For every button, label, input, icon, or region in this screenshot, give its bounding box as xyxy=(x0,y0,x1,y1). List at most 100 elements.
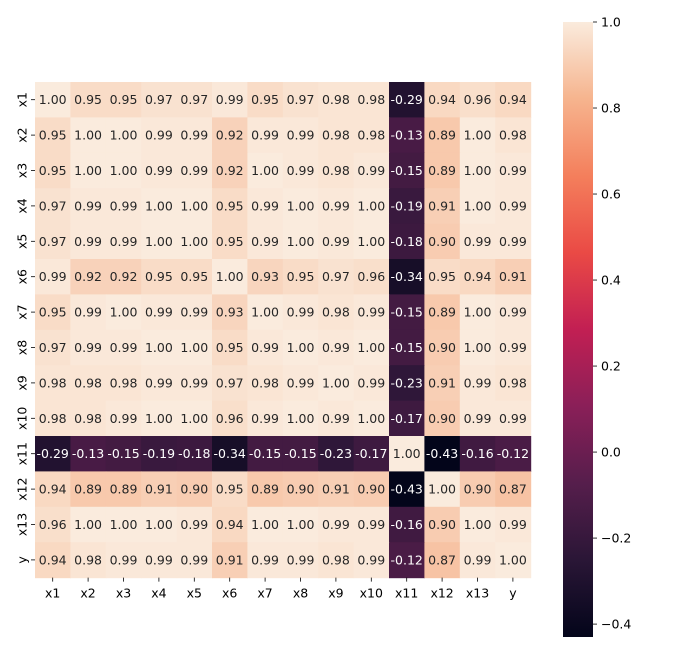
annotation-x9-x1: 0.98 xyxy=(39,375,67,390)
annotation-x11-y: -0.12 xyxy=(497,446,529,461)
cell-x8-y xyxy=(495,329,532,366)
annotation-x5-x2: 0.99 xyxy=(74,234,102,249)
cell-x5-y xyxy=(495,223,532,260)
annotation-x8-x7: 0.99 xyxy=(251,340,279,355)
annotation-y-x3: 0.99 xyxy=(110,552,138,567)
cell-x6-x5 xyxy=(176,259,213,295)
annotation-y-x4: 0.99 xyxy=(145,552,173,567)
annotation-x10-x9: 0.99 xyxy=(322,411,350,426)
annotation-x13-x2: 1.00 xyxy=(74,517,102,532)
cell-x3-x2 xyxy=(70,152,107,189)
cell-x12-x3 xyxy=(105,471,142,508)
annotation-x6-x7: 0.93 xyxy=(251,269,279,284)
annotation-x6-x9: 0.97 xyxy=(322,269,350,284)
annotation-x8-x12: 0.90 xyxy=(428,340,456,355)
cell-x13-x12 xyxy=(424,506,461,543)
annotation-x3-x9: 0.98 xyxy=(322,163,350,178)
cell-x12-x9 xyxy=(318,471,355,508)
cell-x12-x10 xyxy=(353,471,390,508)
cell-x5-x11 xyxy=(389,223,425,260)
cell-x10-x5 xyxy=(176,400,213,437)
cell-x11-y xyxy=(495,436,532,472)
cell-x8-x10 xyxy=(353,329,390,366)
annotation-y-x10: 0.99 xyxy=(357,552,385,567)
annotation-x1-x6: 0.99 xyxy=(216,92,244,107)
annotation-x13-x8: 1.00 xyxy=(287,517,315,532)
annotation-x5-x1: 0.97 xyxy=(39,234,67,249)
annotation-x11-x12: -0.43 xyxy=(426,446,458,461)
annotation-x10-x11: -0.17 xyxy=(391,411,423,426)
annotation-x4-x10: 1.00 xyxy=(357,198,385,213)
cell-x2-x1 xyxy=(35,117,71,154)
cell-x12-x13 xyxy=(459,471,496,508)
annotation-x12-x10: 0.90 xyxy=(357,482,385,497)
cell-x12-x1 xyxy=(35,471,71,508)
annotation-x10-x6: 0.96 xyxy=(216,411,244,426)
x-tick-label-x3: x3 xyxy=(116,586,131,601)
annotation-x5-x7: 0.99 xyxy=(251,234,279,249)
annotation-x6-x6: 1.00 xyxy=(216,269,244,284)
cell-x5-x4 xyxy=(141,223,178,260)
annotation-x13-x1: 0.96 xyxy=(39,517,67,532)
cell-x3-x10 xyxy=(353,152,390,189)
annotation-x3-x13: 1.00 xyxy=(464,163,492,178)
cell-x10-x3 xyxy=(105,400,142,437)
cell-x3-x9 xyxy=(318,152,355,189)
cell-x8-x2 xyxy=(70,329,107,366)
annotation-x8-x8: 1.00 xyxy=(287,340,315,355)
annotation-y-x5: 0.99 xyxy=(180,552,208,567)
cell-x8-x11 xyxy=(389,329,425,366)
cell-x4-x11 xyxy=(389,188,425,225)
annotation-x8-y: 0.99 xyxy=(499,340,527,355)
x-tick-label-x4: x4 xyxy=(151,586,166,601)
cell-x1-x10 xyxy=(353,82,390,118)
cell-x13-x3 xyxy=(105,506,142,543)
annotation-y-x13: 0.99 xyxy=(464,552,492,567)
heatmap-cells xyxy=(35,82,532,579)
annotation-x13-x13: 1.00 xyxy=(464,517,492,532)
cell-x9-x9 xyxy=(318,365,355,402)
cell-x2-x11 xyxy=(389,117,425,154)
annotation-x9-x5: 0.99 xyxy=(180,375,208,390)
cell-x2-x12 xyxy=(424,117,461,154)
cell-x9-x3 xyxy=(105,365,142,402)
annotation-x6-x5: 0.95 xyxy=(180,269,208,284)
y-tick-label-x9: x9 xyxy=(15,375,30,390)
colorbar-tick-label-4: 0.2 xyxy=(601,359,621,374)
colorbar-tick-label-1: 0.8 xyxy=(601,101,621,116)
cell-x4-x9 xyxy=(318,188,355,225)
cell-x6-x7 xyxy=(247,259,284,295)
annotation-x12-x13: 0.90 xyxy=(464,482,492,497)
y-axis: x1 x2 x3 x4 x5 x6 x7 x8 x9 x10 x11 x12 x13 y xyxy=(15,92,35,564)
cell-x6-x9 xyxy=(318,259,355,295)
cell-x13-x4 xyxy=(141,506,178,543)
y-tick-label-y: y xyxy=(15,556,30,564)
annotation-x7-x7: 1.00 xyxy=(251,305,279,320)
annotation-x4-x2: 0.99 xyxy=(74,198,102,213)
annotation-y-x6: 0.91 xyxy=(216,552,244,567)
cell-x9-x1 xyxy=(35,365,71,402)
cell-x7-x12 xyxy=(424,294,461,331)
cell-x7-x11 xyxy=(389,294,425,331)
cell-y-y xyxy=(495,542,532,579)
cell-x9-x10 xyxy=(353,365,390,402)
cell-x13-x1 xyxy=(35,506,71,543)
annotation-x3-x3: 1.00 xyxy=(110,163,138,178)
annotation-x1-x11: -0.29 xyxy=(391,92,423,107)
cell-x7-x10 xyxy=(353,294,390,331)
annotation-x10-x12: 0.90 xyxy=(428,411,456,426)
annotation-x11-x3: -0.15 xyxy=(107,446,139,461)
cell-x10-x4 xyxy=(141,400,178,437)
cell-x3-x13 xyxy=(459,152,496,189)
annotation-x11-x8: -0.15 xyxy=(284,446,316,461)
cell-x8-x7 xyxy=(247,329,284,366)
annotation-x8-x1: 0.97 xyxy=(39,340,67,355)
annotation-y-x1: 0.94 xyxy=(39,552,67,567)
x-tick-label-y: y xyxy=(509,586,517,601)
annotation-x3-x10: 0.99 xyxy=(357,163,385,178)
annotation-x7-x2: 0.99 xyxy=(74,305,102,320)
cell-x6-x12 xyxy=(424,259,461,295)
annotation-x12-x11: -0.43 xyxy=(391,482,423,497)
cell-x7-x5 xyxy=(176,294,213,331)
